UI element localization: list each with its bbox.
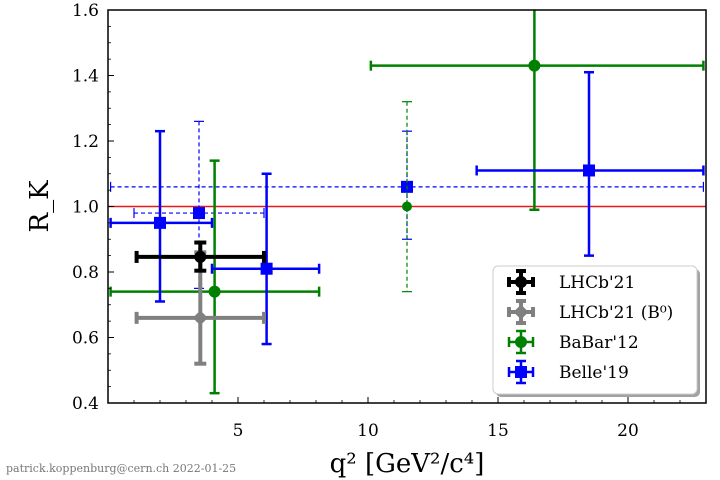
data-marker: [194, 250, 207, 263]
y-tick-label: 1.2: [72, 132, 99, 152]
data-marker: [402, 201, 412, 212]
y-tick-label: 1.6: [72, 1, 99, 21]
x-tick-label: 20: [617, 421, 639, 441]
x-tick-label: 5: [233, 421, 244, 441]
legend-item: LHCb'21 (B⁰): [507, 299, 673, 325]
data-marker: [515, 366, 527, 378]
legend: LHCb'21 LHCb'21 (B⁰) BaBar'12 Belle'19: [492, 265, 700, 397]
y-tick-label: 0.8: [72, 263, 99, 283]
legend-item: BaBar'12: [507, 329, 639, 355]
data-marker: [154, 216, 166, 229]
data-marker: [260, 262, 273, 275]
series-lhcb21: [134, 240, 266, 273]
footer-credit: patrick.koppenburg@cern.ch 2022-01-25: [6, 462, 236, 475]
legend-box: [492, 265, 698, 395]
legend-label: Belle'19: [559, 363, 629, 383]
y-axis-label: R_K: [25, 180, 55, 233]
legend-label: BaBar'12: [559, 333, 639, 353]
legend-item: Belle'19: [507, 359, 629, 385]
y-tick-label: 0.6: [72, 329, 99, 349]
data-marker: [515, 336, 527, 348]
axis-ticks: 5 10 15 20 0.4 0.6 0.8 1.0 1.2 1.4 1.6: [72, 1, 681, 441]
data-marker: [208, 285, 221, 298]
x-tick-label: 15: [487, 421, 509, 441]
y-tick-label: 0.4: [72, 394, 99, 414]
y-tick-label: 1.0: [72, 198, 99, 218]
data-marker: [192, 310, 208, 326]
series-babar12: [109, 10, 705, 395]
data-marker: [515, 276, 527, 288]
data-marker: [583, 164, 595, 177]
legend-label: LHCb'21 (B⁰): [559, 303, 673, 323]
series-belle19: [109, 70, 705, 346]
legend-label: LHCb'21: [559, 273, 635, 293]
data-marker: [513, 304, 529, 320]
series-babar12: [402, 101, 412, 293]
x-tick-label: 10: [357, 421, 379, 441]
y-tick-label: 1.4: [72, 67, 99, 87]
legend-item: LHCb'21: [507, 269, 635, 295]
data-points: [108, 10, 706, 395]
data-marker: [528, 59, 541, 72]
data-marker: [193, 207, 205, 220]
x-axis-label: q² [GeV²/c⁴]: [330, 449, 485, 479]
